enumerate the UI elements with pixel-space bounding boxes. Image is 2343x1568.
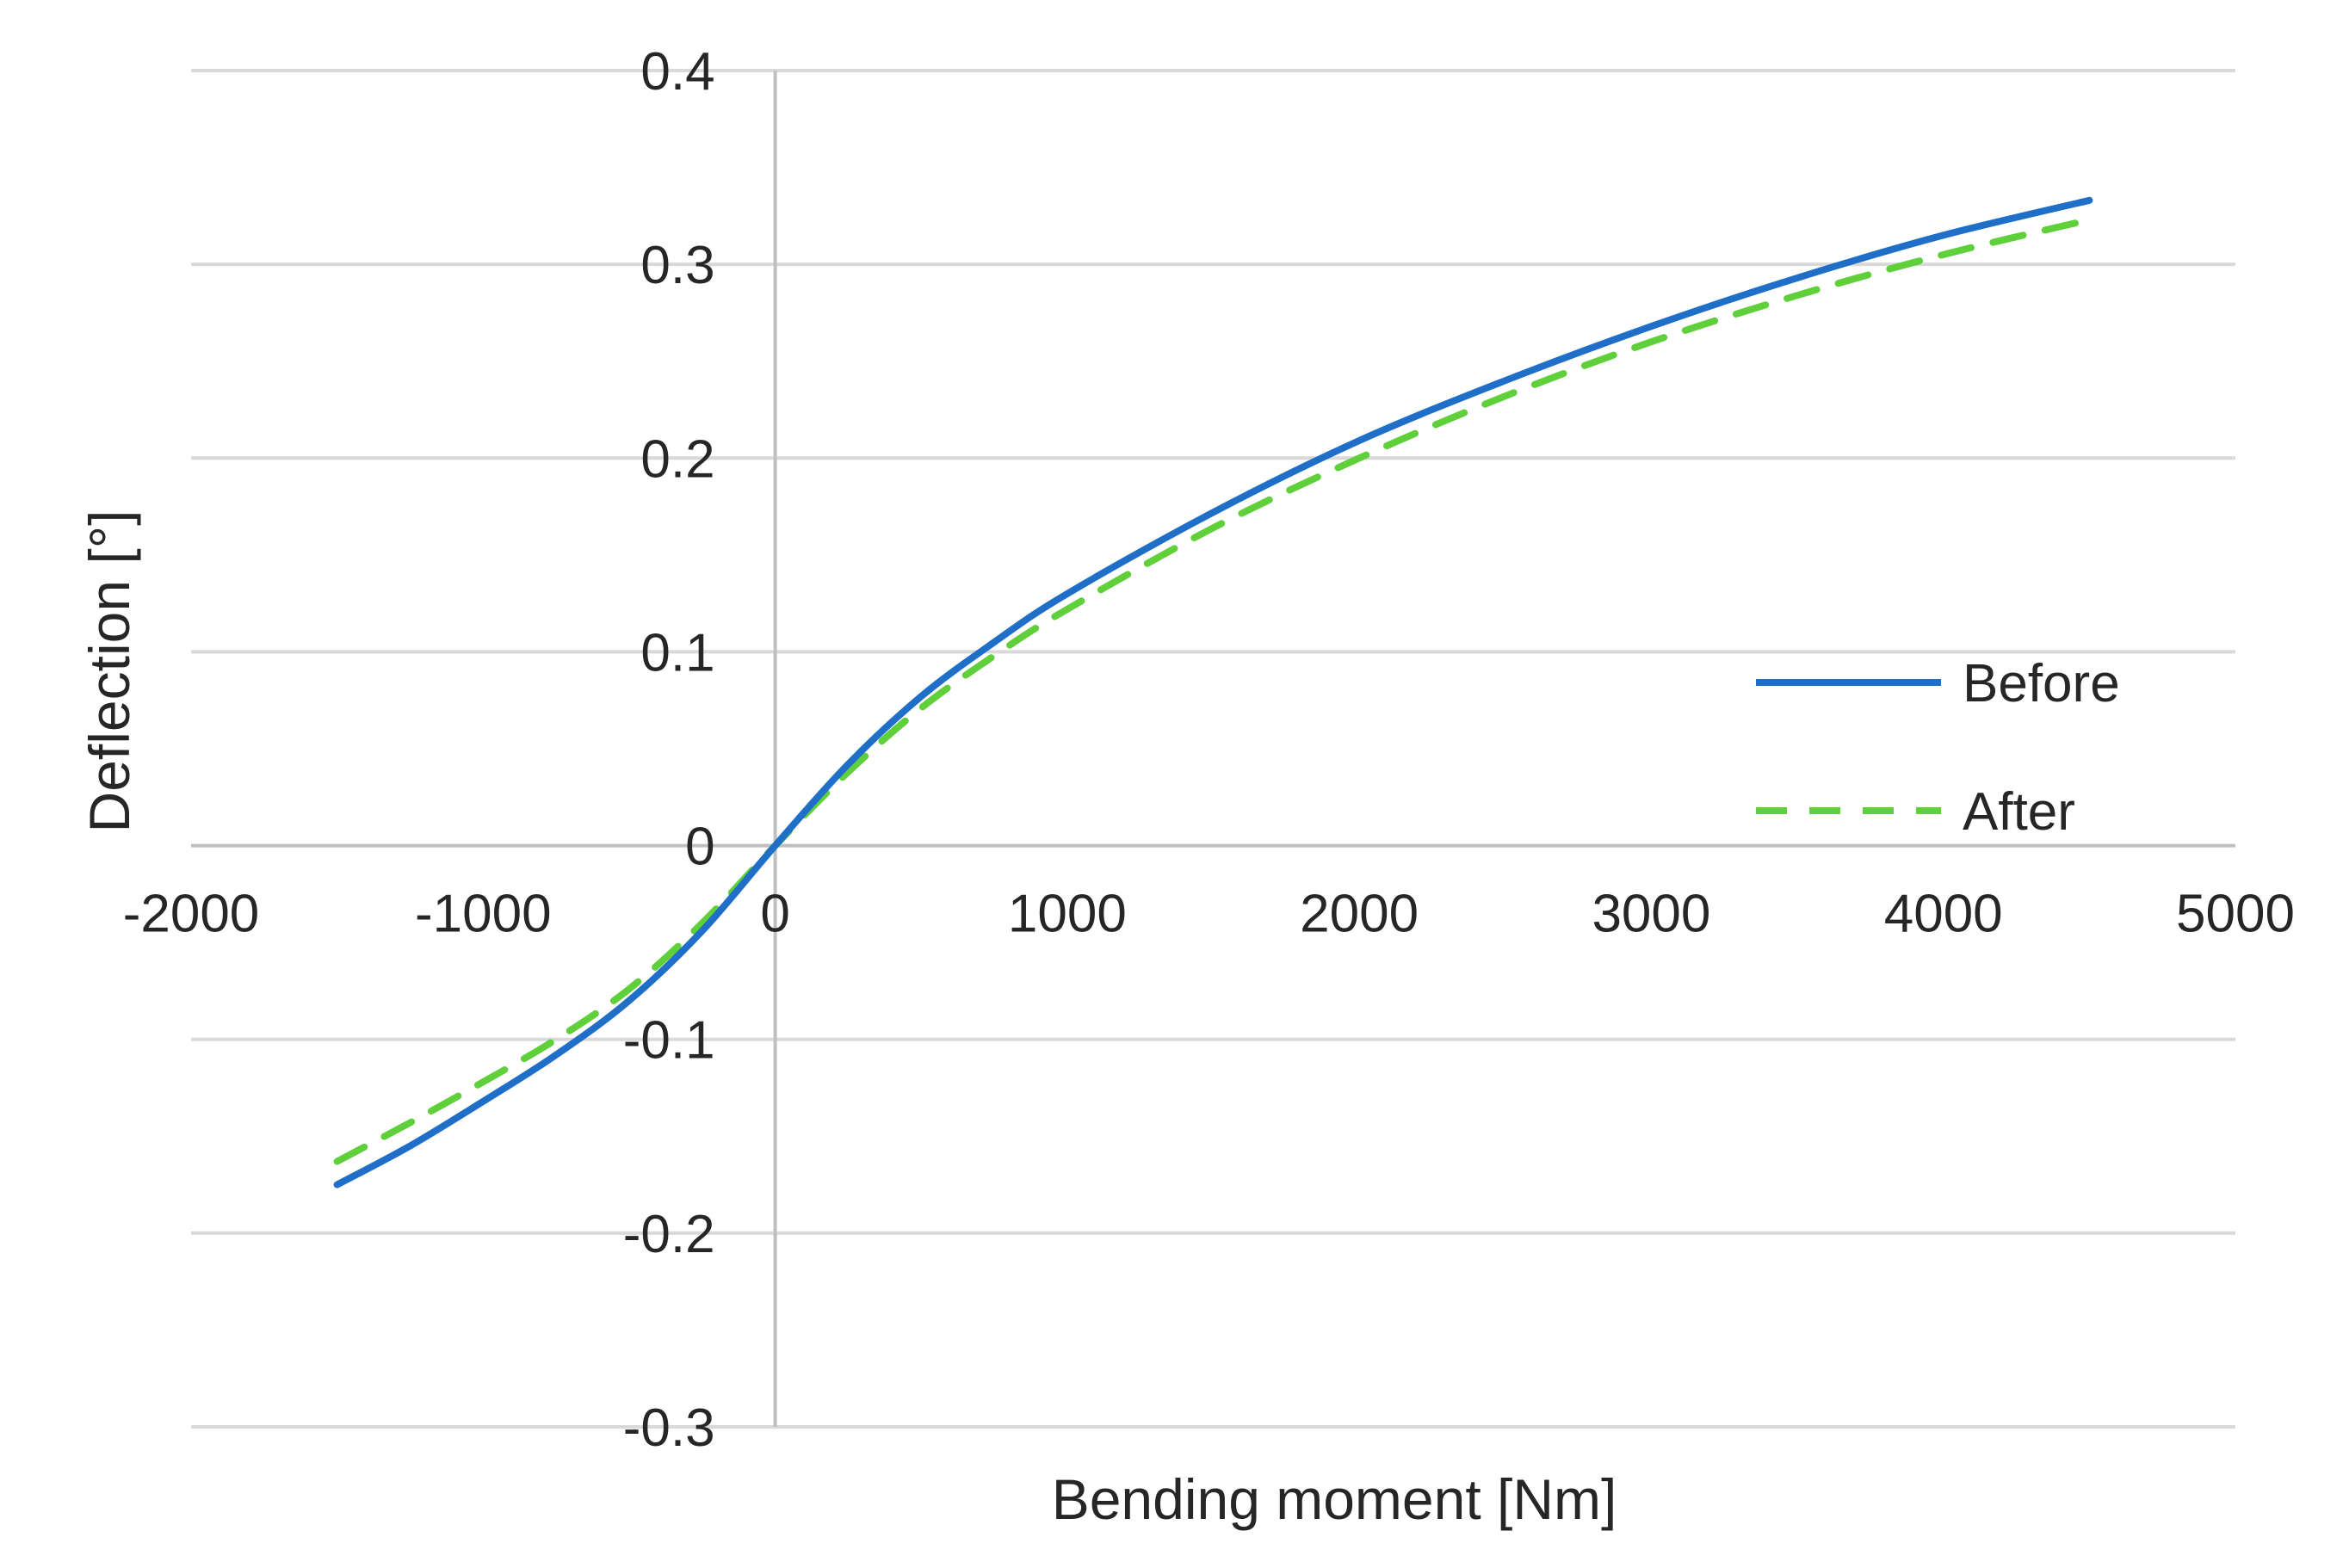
y-tick-label: -0.2 [623, 1205, 715, 1264]
x-tick-labels: -2000 -1000 0 1000 2000 3000 4000 5000 [123, 885, 2295, 944]
y-tick-label: 0.1 [640, 623, 714, 682]
y-tick-label: 0.4 [640, 42, 714, 102]
x-tick-label: 5000 [2176, 885, 2295, 944]
y-tick-label: 0.3 [640, 236, 714, 295]
legend-label-before: Before [1963, 654, 2120, 713]
data-series [333, 196, 2093, 1188]
y-tick-label: -0.1 [623, 1011, 715, 1071]
y-axis-title: Deflection [°] [77, 510, 141, 833]
x-tick-label: 4000 [1884, 885, 2003, 944]
x-axis-title: Bending moment [Nm] [1052, 1467, 1617, 1531]
y-tick-label: -0.3 [623, 1398, 715, 1458]
y-tick-label: 0.2 [640, 429, 714, 489]
y-tick-label: 0 [685, 818, 714, 877]
axes [191, 71, 2235, 1427]
x-tick-label: 1000 [1008, 885, 1127, 944]
x-tick-label: 2000 [1300, 885, 1419, 944]
series-line-before [333, 196, 2093, 1188]
series-line-after [333, 216, 2093, 1165]
x-tick-label: 3000 [1592, 885, 1710, 944]
legend-label-after: After [1963, 782, 2075, 842]
x-tick-label: -2000 [123, 885, 260, 944]
gridlines [191, 69, 2235, 1429]
legend: Before After [1756, 654, 2120, 842]
y-tick-labels: -0.3 -0.2 -0.1 0 0.1 0.2 0.3 0.4 [623, 42, 715, 1458]
x-tick-label: 0 [760, 885, 789, 944]
x-tick-label: -1000 [415, 885, 552, 944]
